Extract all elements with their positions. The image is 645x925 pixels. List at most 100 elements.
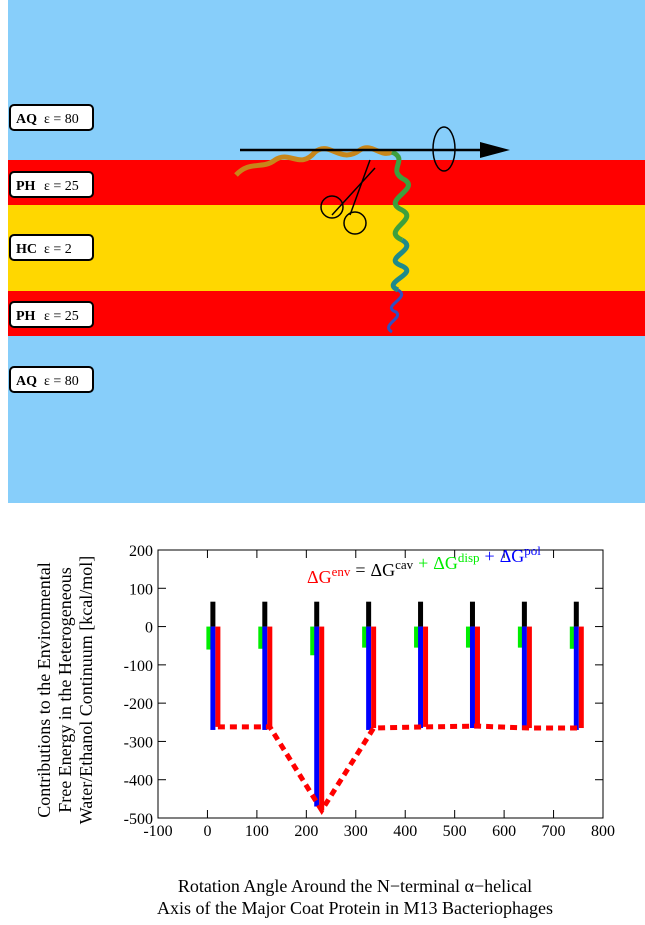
legend-entry: ΔG bbox=[433, 553, 458, 573]
layer-epsilon: ε = 25 bbox=[44, 309, 79, 324]
layer-epsilon: ε = 25 bbox=[44, 179, 79, 194]
helix-segment bbox=[390, 149, 411, 243]
bar bbox=[314, 601, 320, 627]
y-tick-label: -500 bbox=[124, 811, 153, 828]
hydrocarbon-band bbox=[8, 205, 645, 291]
x-axis-label: Axis of the Major Coat Protein in M13 Ba… bbox=[157, 898, 553, 918]
bar bbox=[362, 626, 368, 648]
x-axis-label: Rotation Angle Around the N−terminal α−h… bbox=[178, 876, 532, 896]
helix-segment bbox=[387, 288, 404, 334]
legend-superscript: env bbox=[332, 564, 351, 579]
layer-epsilon: ε = 2 bbox=[44, 242, 72, 257]
bar bbox=[418, 601, 424, 627]
protein-helix bbox=[234, 145, 411, 334]
bar bbox=[418, 626, 424, 729]
bar bbox=[206, 626, 212, 650]
y-tick-label: -100 bbox=[124, 658, 153, 675]
x-tick-label: 800 bbox=[591, 823, 615, 840]
bar bbox=[210, 601, 216, 627]
y-tick-label: 100 bbox=[129, 581, 153, 598]
bar bbox=[371, 626, 377, 729]
legend-superscript: pol bbox=[524, 543, 541, 558]
chart: -500 -400 -300 -200 -100 0 100 200 -100 0 100 200 30… bbox=[34, 543, 615, 918]
legend-entry: ΔG bbox=[371, 560, 396, 580]
layer-label-box bbox=[9, 234, 94, 261]
bar bbox=[262, 601, 268, 627]
layer-epsilon: ε = 80 bbox=[44, 374, 79, 389]
x-tick-label: 600 bbox=[492, 823, 516, 840]
x-tick-label: 100 bbox=[245, 823, 269, 840]
y-axis-label: Free Energy in the Heterogeneous bbox=[55, 567, 75, 813]
y-tick-label: 0 bbox=[145, 620, 153, 637]
bar bbox=[573, 626, 579, 730]
polar-head-band bbox=[8, 291, 645, 336]
layer-epsilon: ε = 80 bbox=[44, 112, 79, 127]
cut-ring bbox=[320, 195, 344, 219]
legend-entry: ΔG bbox=[500, 546, 525, 566]
bar bbox=[210, 626, 216, 730]
legend-operator: = bbox=[355, 560, 365, 580]
legend-operator: + bbox=[418, 553, 428, 573]
layer-label-box bbox=[9, 171, 94, 198]
bar bbox=[314, 626, 320, 807]
layer-name: PH bbox=[16, 179, 36, 194]
legend-operator: + bbox=[485, 546, 495, 566]
layer-name: AQ bbox=[16, 112, 37, 127]
bar bbox=[423, 626, 429, 727]
rotation-ring bbox=[432, 126, 456, 172]
y-axis-label: Contributions to the Environmental bbox=[34, 562, 54, 817]
bar bbox=[262, 626, 268, 730]
layer-name: HC bbox=[16, 242, 37, 257]
y-tick-label: -300 bbox=[124, 734, 153, 751]
x-tick-label: 700 bbox=[542, 823, 566, 840]
cut-marks bbox=[331, 159, 376, 216]
x-tick-label: 200 bbox=[294, 823, 318, 840]
bar bbox=[573, 601, 579, 627]
helix-segment bbox=[390, 237, 410, 293]
membrane-diagram: AQ ε = 80 PH ε = 25 HC ε = 2 PH ε = 25 AQ ε = 80 bbox=[8, 0, 645, 503]
layer-label-box bbox=[9, 366, 94, 393]
bar bbox=[521, 601, 527, 627]
bar bbox=[366, 601, 372, 627]
x-tick-label: -100 bbox=[143, 823, 172, 840]
y-tick-label: -200 bbox=[124, 696, 153, 713]
bar bbox=[521, 626, 527, 730]
bar bbox=[267, 626, 273, 727]
legend-superscript: disp bbox=[458, 550, 480, 565]
helix-segment bbox=[234, 145, 394, 177]
y-tick-label: 200 bbox=[129, 543, 153, 560]
legend-entry: ΔG bbox=[307, 567, 332, 587]
plot-frame bbox=[157, 549, 604, 819]
x-tick-label: 0 bbox=[203, 823, 211, 840]
bar bbox=[414, 626, 420, 648]
bar bbox=[319, 626, 325, 811]
bar bbox=[569, 626, 575, 649]
x-tick-label: 400 bbox=[393, 823, 417, 840]
bar bbox=[578, 626, 584, 729]
layer-name: PH bbox=[16, 309, 36, 324]
layer-labels: AQ ε = 80 PH ε = 25 HC ε = 2 PH ε = 25 AQ ε = 80 bbox=[9, 104, 94, 393]
bar bbox=[310, 626, 316, 656]
bar bbox=[517, 626, 523, 648]
y-tick-label: -400 bbox=[124, 773, 153, 790]
legend-superscript: cav bbox=[395, 557, 414, 572]
y-axis-label: Water/Ethanol Continuum [kcal/mol] bbox=[76, 556, 96, 825]
legend: ΔGenv = ΔGcav + ΔGdisp + ΔGpol bbox=[307, 543, 541, 587]
x-tick-label: 500 bbox=[443, 823, 467, 840]
layer-label-box bbox=[9, 104, 94, 131]
axis-arrowhead bbox=[480, 142, 510, 158]
bar bbox=[215, 626, 221, 727]
layer-name: AQ bbox=[16, 374, 37, 389]
bar bbox=[465, 626, 471, 648]
bar bbox=[258, 626, 264, 649]
bar bbox=[469, 601, 475, 627]
layer-label-box bbox=[9, 301, 94, 328]
total-line bbox=[217, 723, 582, 816]
cut-ring bbox=[343, 211, 367, 235]
bar bbox=[526, 626, 532, 729]
bar bbox=[474, 626, 480, 727]
bar bbox=[469, 626, 475, 729]
bar bbox=[366, 626, 372, 730]
